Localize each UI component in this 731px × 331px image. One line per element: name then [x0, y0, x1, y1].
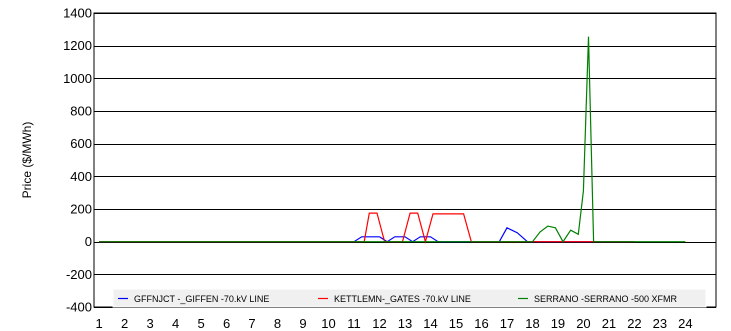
y-tick-label: -400	[66, 300, 92, 315]
x-tick-label: 6	[223, 316, 230, 331]
x-tick-label: 14	[423, 316, 437, 331]
x-tick-label: 9	[299, 316, 306, 331]
y-tick-label: 1200	[63, 38, 92, 53]
series-line-3	[99, 36, 686, 243]
x-tick-label: 19	[551, 316, 565, 331]
y-tick-label: 200	[70, 202, 92, 217]
x-tick-label: 13	[398, 316, 412, 331]
x-tick-label: 8	[274, 316, 281, 331]
series-line-1	[99, 227, 635, 243]
x-tick-label: 11	[347, 316, 361, 331]
y-tick-label: 400	[70, 169, 92, 184]
x-tick-label: 22	[627, 316, 641, 331]
legend-label-2: KETTLEMN-_GATES -70.kV LINE	[334, 294, 471, 304]
legend-label-3: SERRANO -SERRANO -500 XFMR	[534, 294, 678, 304]
y-tick-label: 600	[70, 136, 92, 151]
x-tick-labels: 1 2 3 4 5 6 7 8 9 10 11 12 13 14 15 16 17 18 19 20 21 22 23 24	[95, 316, 692, 331]
y-tick-labels: -400 -200 0 200 400 600 800 1000 1200 1400	[63, 6, 92, 315]
x-tick-label: 21	[602, 316, 616, 331]
y-tick-label: -200	[66, 267, 92, 282]
x-tick-label: 17	[500, 316, 514, 331]
plot-frame	[93, 12, 717, 308]
series-layer	[99, 36, 686, 244]
x-tick-label: 1	[95, 316, 102, 331]
y-tick-label: 800	[70, 104, 92, 119]
x-tick-label: 2	[121, 316, 128, 331]
y-tick-label: 1000	[63, 71, 92, 86]
x-tick-label: 10	[321, 316, 335, 331]
x-tick-label: 12	[372, 316, 386, 331]
x-tick-label: 16	[474, 316, 488, 331]
x-tick-label: 18	[525, 316, 539, 331]
legend-box	[112, 288, 707, 308]
x-tick-label: 24	[678, 316, 692, 331]
x-tick-label: 4	[172, 316, 179, 331]
x-tick-label: 5	[197, 316, 204, 331]
y-axis-label: Price ($/MWh)	[20, 122, 34, 199]
x-tick-label: 23	[653, 316, 667, 331]
grid-lines	[94, 13, 716, 308]
legend-label-1: GFFNJCT -_GIFFEN -70.kV LINE	[134, 294, 269, 304]
legend: GFFNJCT -_GIFFEN -70.kV LINE KETTLEMN-_GA…	[112, 288, 707, 308]
y-tick-label: 1400	[63, 6, 92, 21]
x-tick-label: 3	[146, 316, 153, 331]
x-tick-label: 7	[248, 316, 255, 331]
series-line-2	[99, 212, 635, 244]
x-tick-label: 15	[449, 316, 463, 331]
y-tick-label: 0	[85, 234, 92, 249]
x-tick-label: 20	[576, 316, 590, 331]
